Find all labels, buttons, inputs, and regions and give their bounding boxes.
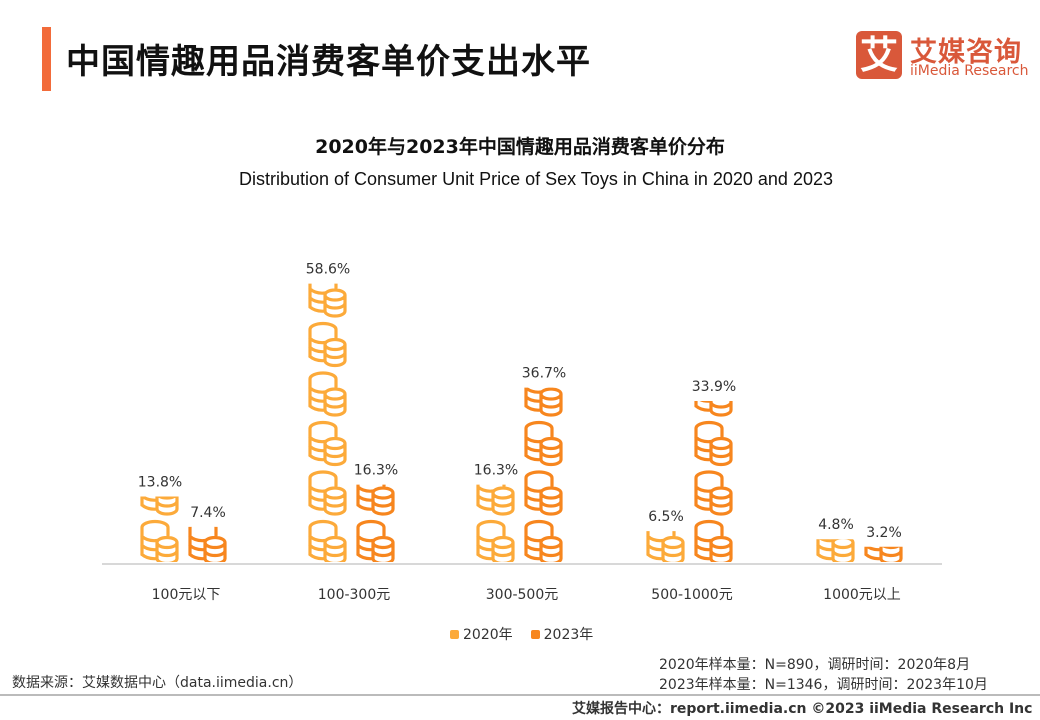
coin-stack-icon: [140, 519, 179, 563]
bar-2020年-300-500元: [476, 484, 515, 563]
data-label: 13.8%: [138, 474, 182, 490]
data-source: 数据来源：艾媒数据中心（data.iimedia.cn）: [12, 675, 303, 691]
coin-stack-icon: [356, 519, 395, 563]
coin-stack-icon: [694, 420, 733, 467]
coin-stack-icon: [188, 526, 227, 562]
coin-stack-icon: [694, 470, 733, 516]
sample-note-2023: 2023年样本量：N=1346，调研时间：2023年10月: [659, 677, 988, 693]
data-label: 4.8%: [818, 517, 854, 533]
coin-stack-icon: [476, 484, 515, 516]
bar-2023年-100-300元: [356, 484, 395, 563]
coin-stack-icon: [524, 420, 563, 467]
coin-stack-icon: [524, 470, 563, 516]
category-label: 100元以下: [152, 587, 221, 603]
coin-stack-icon: [308, 321, 347, 368]
category-label: 100-300元: [318, 587, 391, 603]
footer-divider: [0, 694, 1040, 696]
legend-item-2023: 2023年: [530, 624, 594, 644]
bar-2023年-100元以下: [188, 526, 227, 562]
coin-stack-icon: [308, 420, 347, 467]
coin-stack-icon: [694, 519, 733, 562]
logo-text-en: iiMedia Research: [910, 63, 1029, 79]
data-label: 33.9%: [692, 379, 736, 395]
coin-stack-icon: [694, 400, 733, 417]
report-footer: 艾媒报告中心：report.iimedia.cn ©2023 iiMedia R…: [572, 701, 1033, 717]
logo-mark: 艾: [856, 31, 902, 79]
coin-stack-icon: [308, 371, 347, 417]
data-label: 7.4%: [190, 505, 226, 521]
legend-label: 2023年: [543, 627, 594, 643]
legend-label: 2020年: [463, 627, 513, 643]
coin-stack-icon: [308, 283, 347, 318]
data-label: 16.3%: [354, 463, 398, 479]
data-label: 16.3%: [474, 463, 518, 479]
coin-stack-icon: [524, 519, 563, 562]
category-label: 1000元以上: [823, 587, 901, 603]
coin-stack-icon: [864, 546, 903, 562]
bar-2023年-300-500元: [524, 387, 563, 562]
coin-stack-icon: [530, 629, 540, 639]
coin-stack-icon: [308, 519, 347, 562]
coin-stack-icon: [524, 387, 563, 417]
bar-2020年-1000元以上: [816, 539, 855, 563]
coin-stack-icon: [450, 629, 459, 639]
title-accent-bar: [42, 27, 51, 91]
legend-item-2020: 2020年: [450, 624, 513, 644]
bar-2023年-500-1000元: [694, 400, 733, 562]
data-label: 58.6%: [306, 262, 350, 278]
chart-subtitle: Distribution of Consumer Unit Price of S…: [239, 169, 833, 189]
coin-stack-icon: [356, 484, 395, 516]
bar-2020年-100元以下: [140, 496, 179, 563]
coin-stack-icon: [646, 531, 685, 562]
data-label: 6.5%: [648, 509, 684, 525]
sample-note-2020: 2020年样本量：N=890，调研时间：2020年8月: [659, 657, 971, 673]
category-label: 300-500元: [486, 587, 559, 603]
page-title: 中国情趣用品消费客单价支出水平: [66, 42, 591, 82]
coin-stack-icon: [308, 470, 347, 516]
logo-text-cn: 艾媒咨询: [910, 37, 1022, 68]
bar-2023年-1000元以上: [864, 546, 903, 562]
chart-title: 2020年与2023年中国情趣用品消费客单价分布: [315, 136, 725, 158]
legend: 2020年 2023年: [450, 624, 593, 644]
coin-stack-icon: [816, 539, 855, 563]
bar-2020年-100-300元: [308, 283, 347, 562]
data-label: 36.7%: [522, 366, 566, 382]
coin-stack-icon: [476, 519, 515, 563]
bar-2020年-500-1000元: [646, 531, 685, 562]
data-label: 3.2%: [866, 525, 902, 541]
coin-stack-icon: [140, 496, 179, 516]
category-label: 500-1000元: [651, 587, 732, 603]
